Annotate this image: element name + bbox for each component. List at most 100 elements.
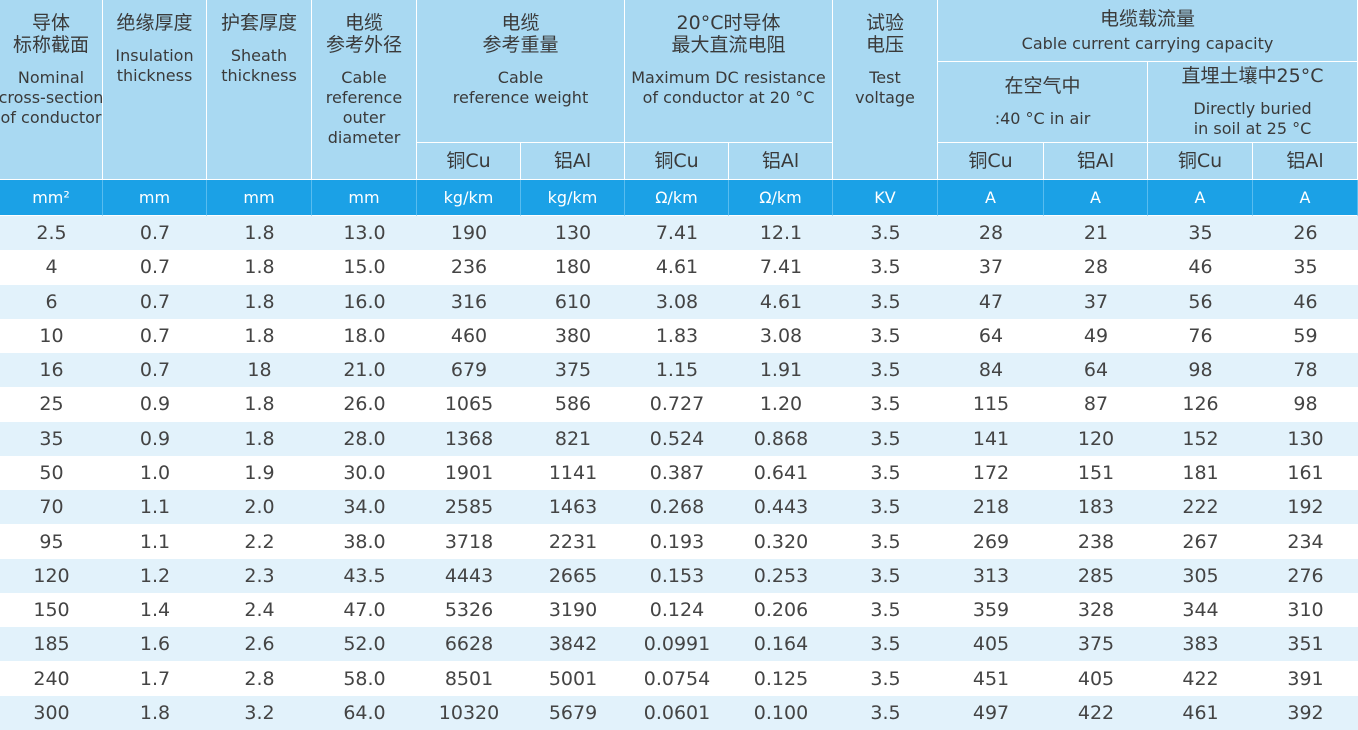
data-cell: 405: [938, 627, 1044, 662]
data-cell: 183: [1044, 490, 1148, 525]
data-cell: 0.727: [649, 393, 705, 416]
header-cell: 电缆 参考重量 Cable reference weight: [417, 0, 625, 143]
data-cell: 1.15: [625, 353, 729, 388]
data-cell: 240: [33, 667, 70, 690]
data-cell: 126: [1182, 393, 1219, 416]
data-cell: 52.0: [312, 627, 417, 662]
data-cell: 56: [1148, 284, 1253, 319]
data-cell: 2.5: [0, 216, 103, 251]
data-cell: 2231: [548, 530, 598, 553]
data-cell: 351: [1253, 627, 1358, 662]
header-en-block: Maximum DC resistance of conductor at 20 …: [631, 68, 826, 108]
data-cell: 236: [450, 256, 488, 279]
data-cell: 328: [1077, 599, 1115, 622]
data-cell: 4443: [417, 558, 521, 593]
header-cell: 20°C时导体 最大直流电阻 Maximum DC resistance of con…: [625, 0, 833, 143]
data-cell: 150: [33, 599, 70, 622]
data-cell: 151: [1077, 461, 1115, 484]
data-cell: 35: [0, 421, 103, 456]
data-cell: 3.5: [833, 627, 938, 662]
header-cell: 电缆载流量 Cable current carrying capacity: [938, 0, 1358, 62]
data-cell: 383: [1148, 627, 1253, 662]
data-cell: 586: [554, 393, 592, 416]
header-zh: 护套厚度: [220, 12, 297, 34]
data-cell: 1.2: [103, 558, 207, 593]
data-cell: 87: [1083, 393, 1109, 416]
data-cell: 0.100: [729, 695, 833, 730]
data-cell: 7.41: [625, 216, 729, 251]
data-cell: 2665: [521, 558, 625, 593]
data-cell: 120: [1044, 421, 1148, 456]
data-cell: 3.5: [833, 558, 938, 593]
data-cell: 25: [39, 393, 64, 416]
data-cell: 3.5: [833, 695, 938, 730]
data-cell: 64: [978, 324, 1004, 347]
data-cell: 37: [978, 256, 1004, 279]
header-en-block: Test voltage: [855, 68, 915, 108]
data-cell: 46: [1253, 284, 1358, 319]
data-cell: 310: [1287, 599, 1324, 622]
header-en-block: Directly buried in soil at 25 °C: [1193, 99, 1311, 139]
header-en: of conductor at 20 °C: [642, 88, 815, 107]
subheader: 铜Cu: [417, 143, 521, 180]
data-cell: 1065: [444, 393, 494, 416]
data-cell: 47.0: [343, 599, 386, 622]
data-cell: 10320: [417, 695, 521, 730]
header-en: thickness: [221, 66, 297, 85]
header-cell: 直埋土壤中25°C Directly buried in soil at 25 °C: [1148, 62, 1358, 143]
unit: Ω/km: [625, 180, 729, 216]
unit: A: [1044, 180, 1148, 216]
header-en-block: Cable current carrying capacity: [1022, 34, 1274, 54]
unit: mm: [103, 180, 207, 216]
data-cell: 0.0991: [625, 627, 729, 662]
data-cell: 10: [39, 324, 64, 347]
data-cell: 422: [1182, 667, 1219, 690]
data-cell: 305: [1148, 558, 1253, 593]
data-cell: 141: [938, 421, 1044, 456]
data-cell: 3.5: [833, 216, 938, 251]
data-cell: 26: [1253, 216, 1358, 251]
subheader: 铝Al: [729, 143, 833, 180]
data-cell: 285: [1044, 558, 1148, 593]
data-cell: 1.8: [244, 324, 275, 347]
header-en-block: Cable reference weight: [453, 68, 588, 108]
header-en: Cable: [497, 68, 544, 87]
header-zh: 电缆: [344, 12, 383, 34]
data-cell: 0.0601: [625, 695, 729, 730]
data-cell: 3190: [548, 599, 598, 622]
data-cell: 46: [1188, 256, 1213, 279]
data-cell: 3842: [521, 627, 625, 662]
header-zh: 最大直流电阻: [671, 34, 786, 56]
data-cell: 5679: [521, 695, 625, 730]
data-cell: 181: [1182, 461, 1219, 484]
header-en: of conductor: [0, 108, 102, 127]
data-cell: 3.5: [870, 256, 901, 279]
unit: Ω/km: [729, 180, 833, 216]
data-cell: 422: [1044, 695, 1148, 730]
data-cell: 461: [1148, 695, 1253, 730]
data-cell: 3.08: [759, 324, 803, 347]
data-cell: 59: [1293, 324, 1318, 347]
header-zh: 参考重量: [482, 34, 559, 56]
data-cell: 375: [521, 353, 625, 388]
header-cell: 电缆 参考外径 Cable reference outer diameter: [312, 0, 417, 180]
data-cell: 115: [972, 393, 1010, 416]
header-zh: 试验: [865, 12, 904, 34]
data-cell: 3.5: [833, 490, 938, 525]
data-cell: 185: [0, 627, 103, 662]
data-cell: 0.7: [103, 284, 207, 319]
header-en: Cable current carrying capacity: [1021, 33, 1274, 53]
data-cell: 1.20: [759, 393, 803, 416]
data-cell: 0.164: [729, 627, 833, 662]
header-en: in soil at 25 °C: [1193, 119, 1312, 138]
data-cell: 7.41: [759, 256, 803, 279]
data-cell: 28.0: [312, 421, 417, 456]
data-cell: 18: [207, 353, 312, 388]
data-cell: 28: [938, 216, 1044, 251]
header-en-block: Nominal cross-section of conductor: [0, 68, 103, 128]
data-cell: 460: [450, 324, 488, 347]
data-cell: 26.0: [343, 393, 386, 416]
data-cell: 0.7: [103, 353, 207, 388]
header-zh: 20°C时导体: [676, 12, 781, 34]
data-cell: 0.206: [753, 599, 809, 622]
